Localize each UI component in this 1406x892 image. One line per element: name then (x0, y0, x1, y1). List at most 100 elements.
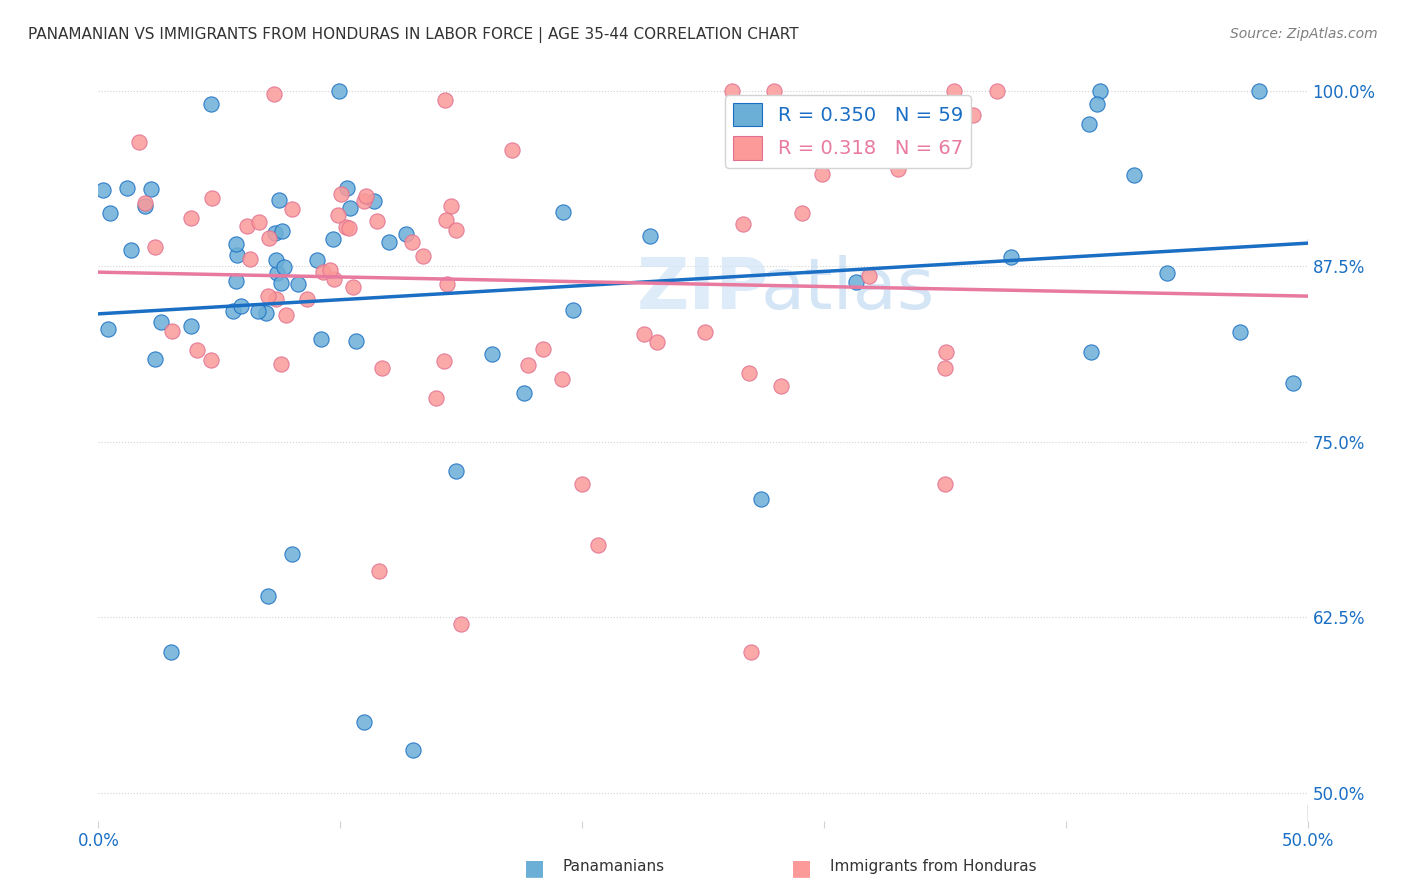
Point (264, 252, 287, 267)
Point (562, 302, 585, 317)
Point (328, 83, 350, 97)
Point (200, 352, 222, 367)
Point (128, 135, 150, 149)
Point (256, 589, 278, 603)
Point (934, 361, 956, 376)
Point (531, 343, 554, 357)
Text: ZIP: ZIP (637, 255, 769, 325)
Point (551, 205, 574, 219)
Point (225, 248, 247, 262)
Point (647, 335, 669, 350)
Point (439, 199, 461, 213)
Point (98, 205, 121, 219)
Point (97, 322, 120, 336)
Point (432, 354, 454, 368)
Point (934, 476, 956, 491)
Point (512, 385, 534, 400)
Point (322, 231, 344, 245)
Point (267, 194, 290, 208)
Point (1229, 325, 1251, 339)
Point (266, 266, 288, 280)
Point (344, 334, 367, 348)
Text: ■: ■ (524, 858, 544, 878)
Point (1123, 168, 1146, 182)
Point (571, 476, 593, 491)
Point (762, 83, 785, 97)
Point (91, 183, 114, 197)
Point (263, 87, 285, 101)
Point (264, 226, 287, 240)
Point (363, 194, 385, 208)
Point (1000, 250, 1022, 264)
Point (225, 236, 247, 251)
Point (935, 344, 957, 359)
Point (342, 279, 364, 293)
Point (143, 240, 166, 254)
Text: Immigrants from Honduras: Immigrants from Honduras (830, 859, 1036, 874)
Point (790, 205, 813, 219)
Point (1249, 83, 1271, 97)
Point (200, 96, 222, 111)
Point (434, 93, 457, 107)
Point (305, 252, 328, 267)
Point (281, 547, 304, 561)
Point (134, 199, 156, 213)
Text: atlas: atlas (761, 255, 935, 325)
Point (311, 265, 333, 279)
Point (297, 292, 319, 306)
Point (270, 357, 292, 371)
Point (139, 182, 162, 196)
Point (436, 277, 458, 291)
Point (638, 229, 661, 244)
Point (371, 361, 394, 376)
Point (319, 263, 342, 277)
Point (236, 219, 259, 234)
Point (229, 299, 252, 313)
Point (481, 347, 503, 361)
Point (368, 564, 391, 578)
Point (740, 645, 762, 659)
Point (280, 202, 302, 216)
Point (270, 277, 292, 291)
Point (402, 743, 425, 757)
Point (201, 191, 224, 205)
Point (942, 83, 965, 97)
Point (1281, 376, 1303, 390)
Point (339, 201, 361, 215)
Point (550, 371, 572, 385)
Point (1078, 117, 1101, 131)
Point (731, 217, 754, 231)
Point (257, 231, 280, 245)
Point (1156, 266, 1178, 280)
Point (446, 464, 468, 478)
Text: ■: ■ (792, 858, 811, 878)
Point (366, 214, 388, 228)
Point (134, 196, 156, 211)
Point (450, 617, 472, 632)
Point (810, 167, 832, 181)
Point (354, 189, 377, 203)
Point (769, 379, 792, 393)
Point (633, 326, 655, 341)
Point (329, 186, 352, 201)
Point (425, 391, 447, 405)
Point (266, 292, 288, 306)
Point (287, 277, 309, 291)
Point (160, 645, 183, 659)
Point (271, 224, 294, 238)
Point (721, 83, 744, 97)
Point (395, 227, 418, 241)
Point (501, 143, 523, 157)
Point (517, 358, 540, 372)
Point (180, 211, 202, 226)
Legend: R = 0.350   N = 59, R = 0.318   N = 67: R = 0.350 N = 59, R = 0.318 N = 67 (725, 95, 972, 168)
Point (434, 212, 457, 227)
Point (353, 715, 375, 730)
Point (143, 351, 166, 366)
Point (115, 181, 138, 195)
Point (749, 492, 772, 507)
Point (1080, 344, 1102, 359)
Point (225, 275, 247, 289)
Point (412, 249, 434, 263)
Point (162, 324, 184, 338)
